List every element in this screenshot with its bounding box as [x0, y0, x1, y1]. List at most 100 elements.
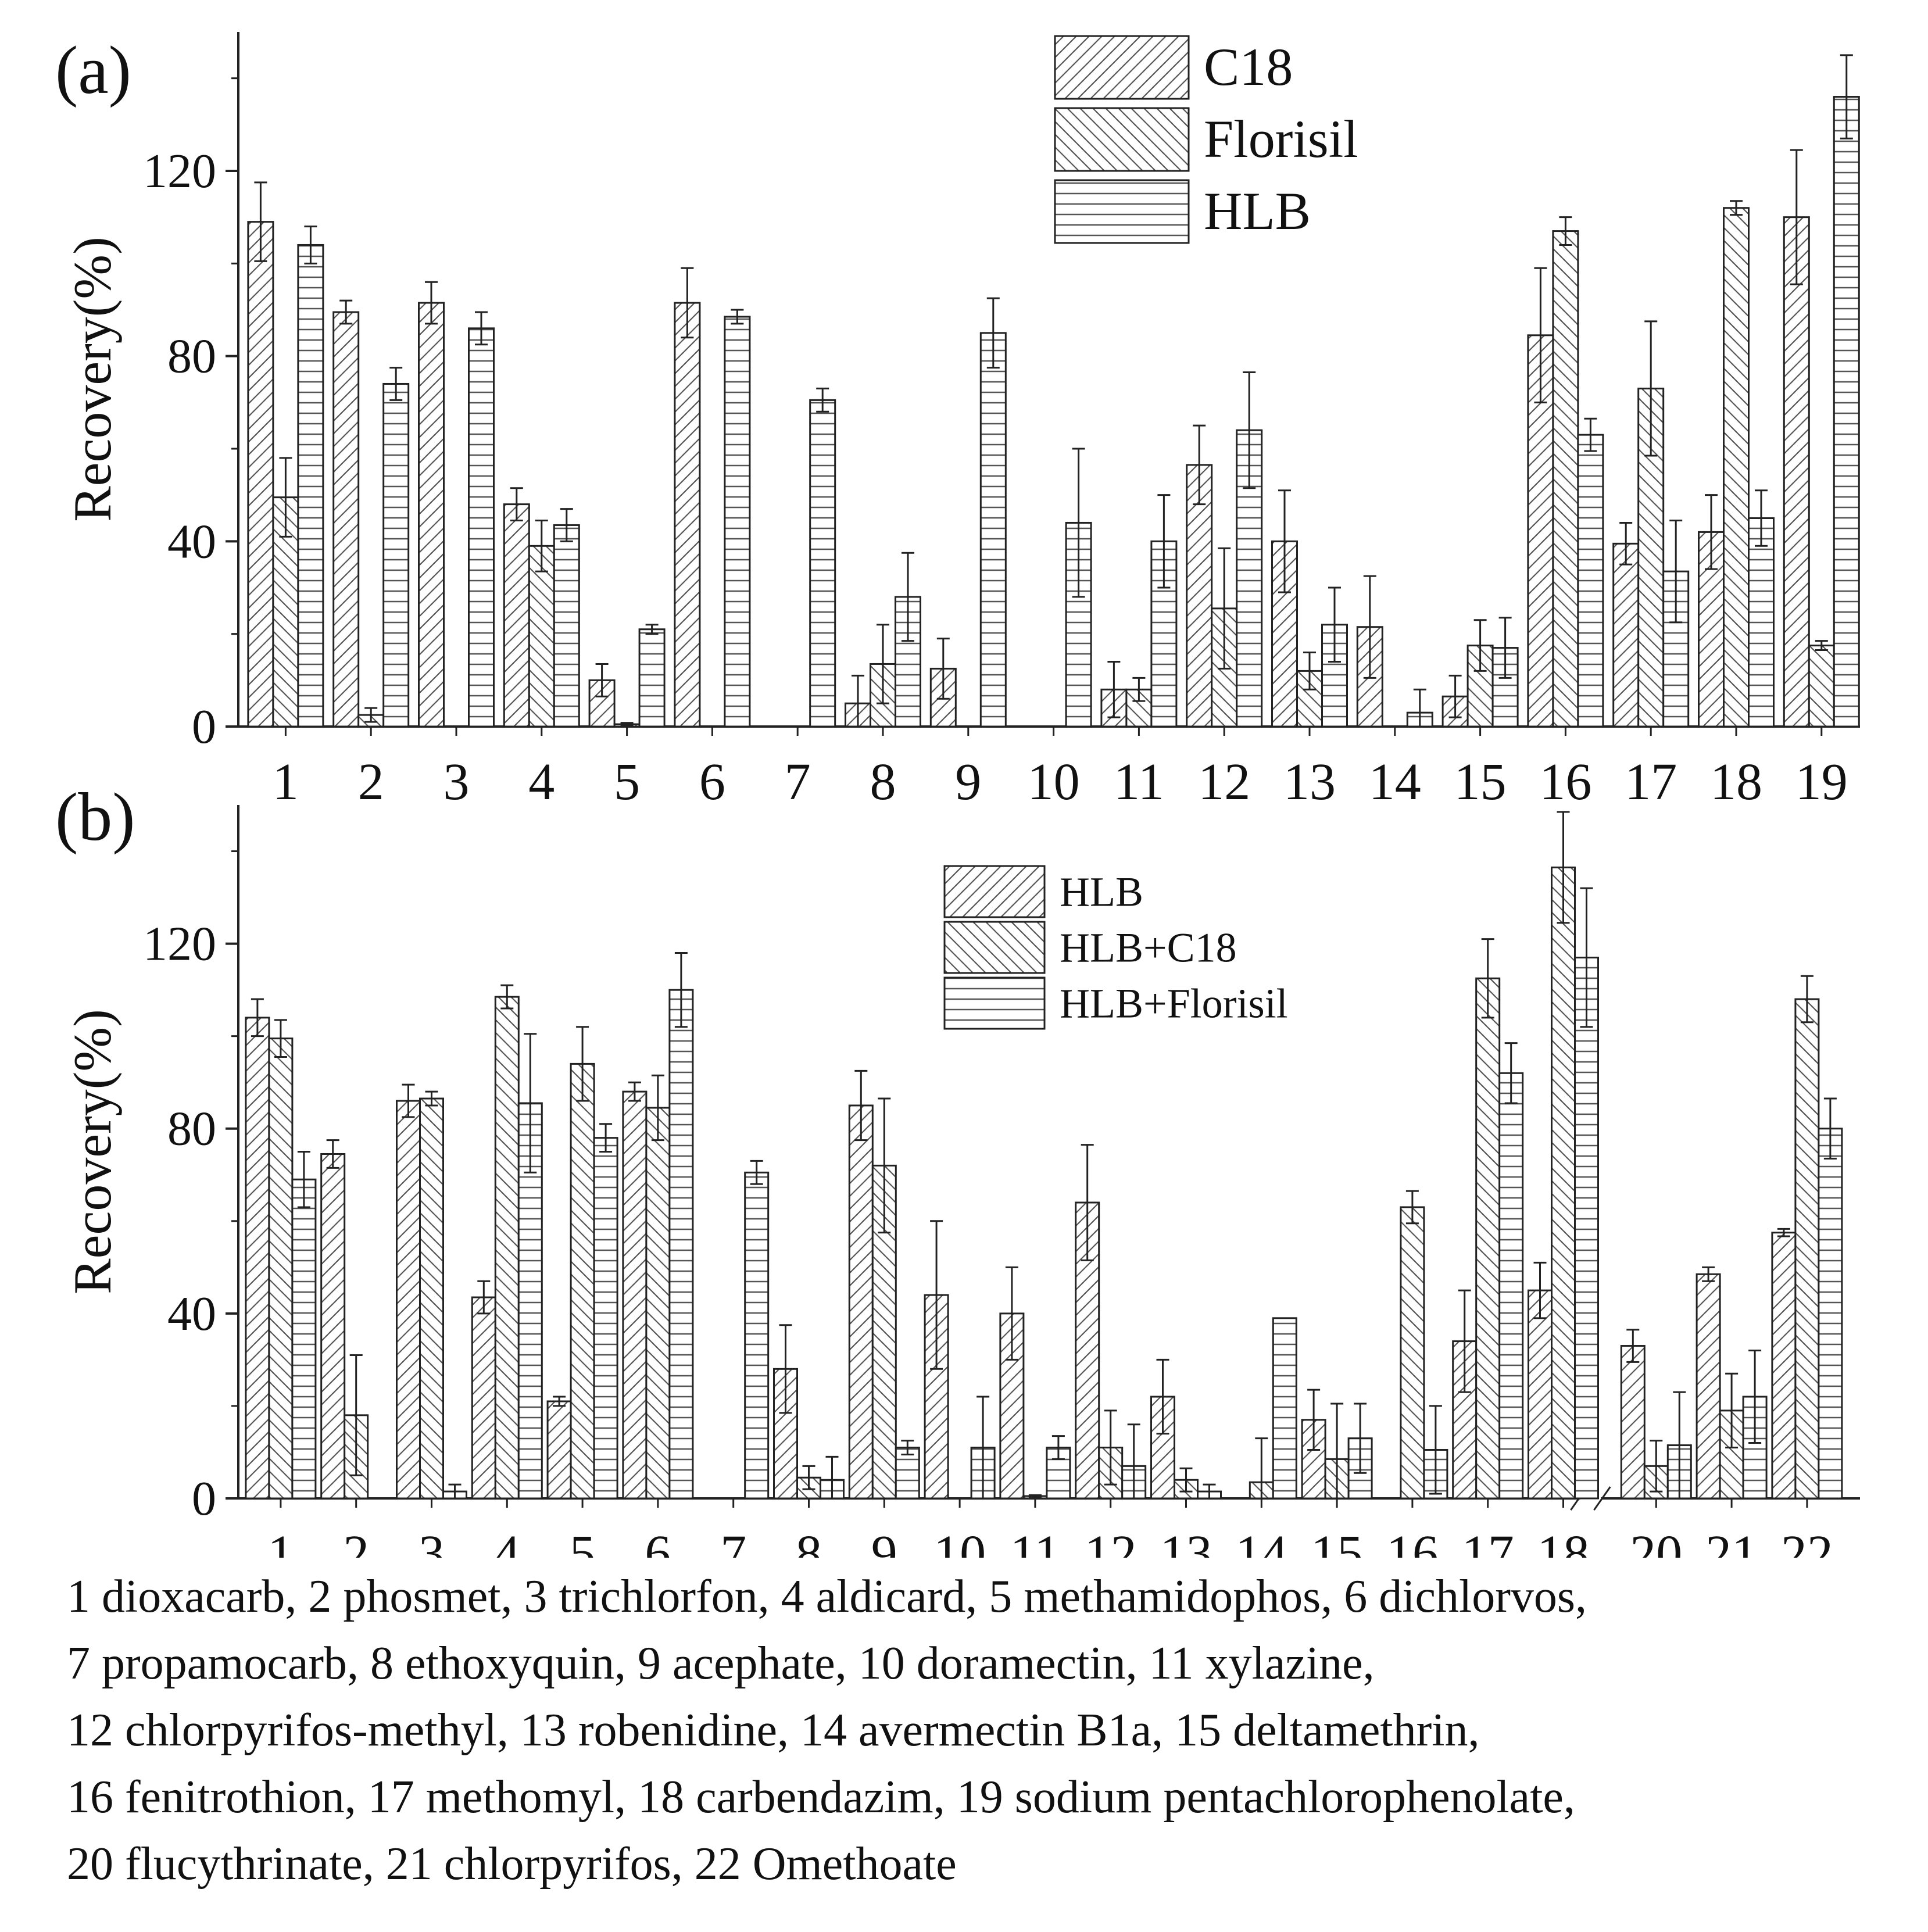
bar [1620, 1345, 1646, 1500]
x-tick-label: 17 [1625, 753, 1677, 811]
bar [1771, 1232, 1797, 1500]
legend-label: HLB [1204, 181, 1311, 241]
x-tick-label: 1 [267, 1525, 294, 1558]
bar [1808, 645, 1835, 728]
caption-line: 7 propamocarb, 8 ethoxyquin, 9 acephate,… [67, 1638, 1375, 1689]
bar [419, 1097, 444, 1500]
legend-swatch [943, 976, 1046, 1030]
x-tick-label: 1 [273, 753, 299, 811]
y-tick-label: 40 [167, 514, 216, 568]
bar [979, 332, 1007, 728]
bar [1475, 977, 1501, 1500]
y-axis-title: Recovery(%) [63, 1009, 122, 1294]
legend: C18 Florisil HLB [1054, 35, 1358, 244]
x-tick-label: 21 [1705, 1525, 1758, 1558]
x-tick-label: 12 [1085, 1525, 1137, 1558]
legend-label: HLB+C18 [1060, 925, 1237, 971]
bar [1612, 542, 1640, 728]
legend-label: Florisil [1204, 109, 1358, 169]
bar [645, 1107, 671, 1500]
bar [382, 382, 410, 728]
y-tick-label: 40 [167, 1287, 216, 1341]
bar [1723, 207, 1750, 728]
x-tick-label: 22 [1781, 1525, 1833, 1558]
legend-swatch [943, 921, 1046, 974]
bar [1577, 434, 1604, 728]
caption-line: 16 fenitrothion, 17 methomyl, 18 carbend… [67, 1772, 1575, 1823]
x-tick-label: 12 [1198, 753, 1250, 811]
x-tick-label: 18 [1537, 1525, 1590, 1558]
x-tick-label: 18 [1710, 753, 1762, 811]
x-tick-label: 16 [1386, 1525, 1439, 1558]
bar [1551, 866, 1576, 1500]
bar [668, 989, 694, 1500]
bar [320, 1153, 346, 1500]
x-tick-label: 6 [699, 753, 725, 811]
x-tick-label: 10 [1028, 753, 1080, 811]
legend-label: HLB [1060, 869, 1143, 915]
bar [247, 221, 274, 728]
x-tick-label: 13 [1160, 1525, 1212, 1558]
bar [724, 316, 751, 728]
bar [553, 524, 580, 728]
legend-swatch [1054, 107, 1190, 172]
bar [809, 399, 836, 728]
x-tick-label: 7 [785, 753, 811, 811]
bar [396, 1100, 421, 1500]
bar [528, 545, 555, 728]
bar [1818, 1128, 1843, 1500]
bar [622, 1090, 648, 1500]
x-tick-label: 10 [933, 1525, 986, 1558]
x-tick-label: 8 [796, 1525, 822, 1558]
x-tick-label: 5 [570, 1525, 596, 1558]
x-tick-label: 5 [614, 753, 640, 811]
y-tick-label: 120 [143, 144, 216, 198]
panel-label: (a) [55, 32, 131, 108]
legend-swatch [1054, 179, 1190, 244]
bar [570, 1062, 595, 1500]
bar [268, 1037, 294, 1500]
bar [1574, 956, 1599, 1500]
bar [638, 628, 666, 728]
bar [1696, 1273, 1721, 1500]
panel-label: (b) [55, 779, 135, 855]
x-tick-label: 9 [871, 1525, 897, 1558]
caption-line: 1 dioxacarb, 2 phosmet, 3 trichlorfon, 4… [67, 1571, 1587, 1622]
legend: HLB HLB+C18 HLB+Florisil [943, 865, 1288, 1030]
x-tick-label: 17 [1462, 1525, 1514, 1558]
bar [1186, 464, 1213, 728]
legend-swatch [1054, 35, 1190, 100]
legend-label: C18 [1204, 37, 1293, 96]
x-tick-label: 7 [720, 1525, 746, 1558]
bar [1833, 96, 1860, 728]
bar [291, 1178, 317, 1500]
caption: 1 dioxacarb, 2 phosmet, 3 trichlorfon, 4… [67, 1564, 1915, 1898]
bar [1552, 230, 1579, 728]
y-tick-label: 0 [192, 1472, 216, 1526]
y-tick-label: 80 [167, 1102, 216, 1156]
bar [674, 302, 701, 728]
bar [1794, 998, 1820, 1500]
x-tick-label: 4 [528, 753, 555, 811]
x-tick-label: 4 [494, 1525, 520, 1558]
bar [245, 1017, 270, 1500]
x-tick-label: 3 [418, 1525, 445, 1558]
bar [494, 996, 520, 1500]
bar [1400, 1206, 1425, 1500]
x-tick-label: 15 [1454, 753, 1507, 811]
x-tick-label: 8 [870, 753, 896, 811]
x-tick-label: 11 [1114, 753, 1164, 811]
x-tick-label: 14 [1235, 1525, 1287, 1558]
axis-break-mark [1593, 1486, 1611, 1511]
caption-line: 12 chlorpyrifos-methyl, 13 robenidine, 1… [67, 1705, 1480, 1756]
x-tick-label: 20 [1630, 1525, 1682, 1558]
bar [468, 327, 495, 728]
y-tick-label: 80 [167, 330, 216, 384]
bar [471, 1296, 496, 1500]
x-tick-label: 2 [358, 753, 384, 811]
caption-line: 20 flucythrinate, 21 chlorpyrifos, 22 Om… [67, 1838, 957, 1890]
legend-swatch [943, 865, 1046, 918]
